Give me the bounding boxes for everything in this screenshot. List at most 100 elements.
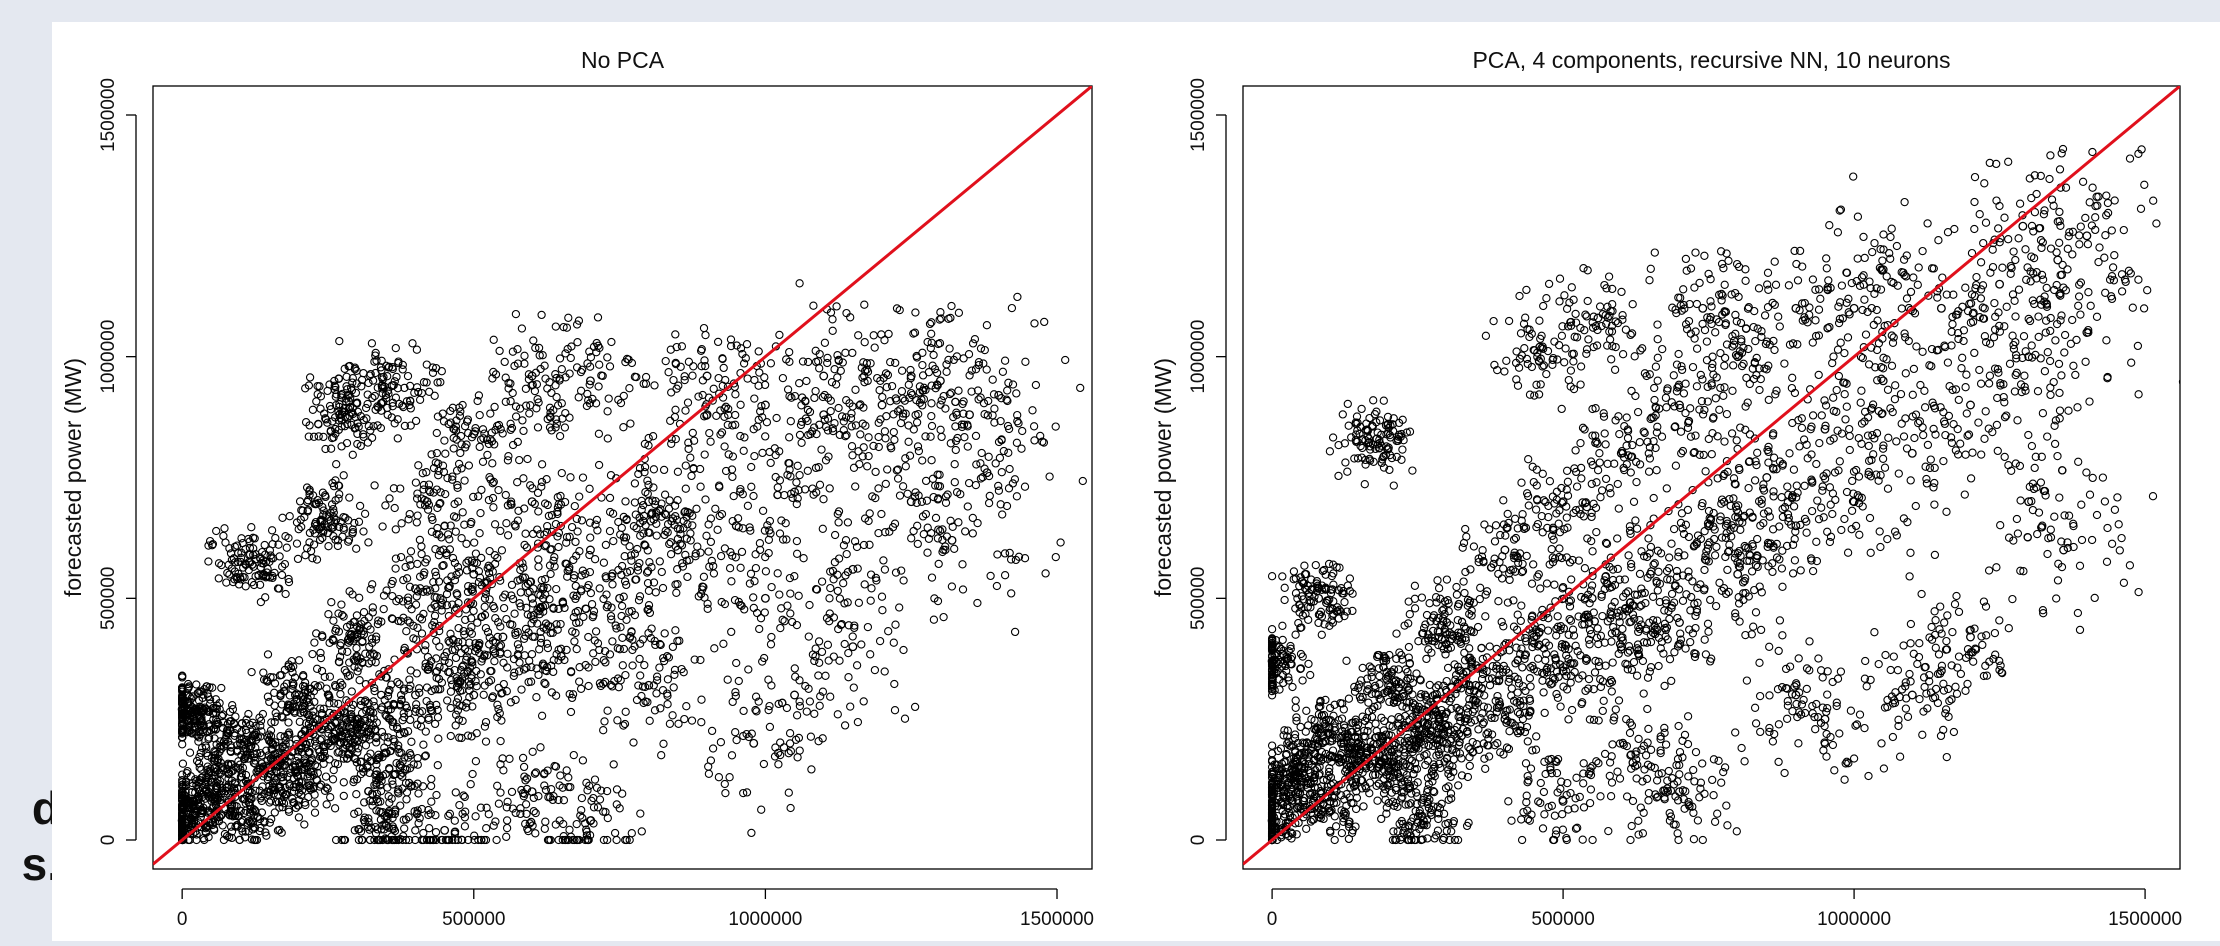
- chart-1-cloud-point: [562, 410, 569, 417]
- chart-1-cloud-point: [336, 338, 343, 345]
- chart-1-cloud-point: [591, 776, 598, 783]
- chart-1-cloud-point: [452, 528, 459, 535]
- chart-1-cloud-point: [829, 327, 836, 334]
- chart-1-cloud-point: [704, 605, 711, 612]
- chart-1-cloud-point: [497, 527, 504, 534]
- chart-1-cloud-point: [595, 383, 602, 390]
- chart-1-cloud-point: [751, 395, 758, 402]
- chart-1-data-point: [762, 595, 770, 603]
- chart-1-cloud-point: [615, 684, 622, 691]
- chart-1-cloud-point: [890, 639, 897, 646]
- chart-1-cloud-point: [974, 599, 981, 606]
- chart-1-cloud-point: [311, 809, 318, 816]
- chart-1-data-point: [441, 827, 449, 835]
- chart-1-reference-line: [153, 86, 1092, 864]
- chart-1-cloud-point: [470, 607, 477, 614]
- chart-1-cloud-point: [824, 641, 831, 648]
- chart-1-cloud-point: [815, 672, 822, 679]
- chart-1-cloud-point: [924, 524, 931, 531]
- chart-1-cloud-point: [890, 429, 897, 436]
- chart-1-cloud-point: [365, 539, 372, 546]
- chart-1-cloud-point: [934, 535, 941, 542]
- chart-1-point-cloud: [179, 280, 1087, 844]
- chart-1-cloud-point: [684, 573, 691, 580]
- chart-1-cloud-point: [854, 662, 861, 669]
- chart-1-cloud-point: [924, 549, 931, 556]
- chart-1-cloud-point: [638, 692, 645, 699]
- chart-1-cloud-point: [681, 716, 688, 723]
- chart-1-cloud-point: [269, 527, 276, 534]
- chart-1-cloud-point: [989, 376, 996, 383]
- chart-1-cloud-point: [881, 566, 888, 573]
- chart-1-cloud-point: [751, 453, 758, 460]
- chart-1-cloud-point: [623, 616, 630, 623]
- chart-1-cloud-point: [446, 810, 453, 817]
- chart-1-cloud-point: [1013, 390, 1020, 397]
- chart-1-cloud-point: [506, 755, 513, 762]
- chart-1-cloud-point: [587, 534, 594, 541]
- chart-1-cloud-point: [456, 802, 463, 809]
- chart-1-cloud-point: [930, 494, 937, 501]
- chart-1-cloud-point: [360, 528, 367, 535]
- chart-1-cloud-point: [432, 829, 439, 836]
- chart-1-cloud-point: [830, 614, 837, 621]
- chart-1-cloud-point: [1009, 381, 1016, 388]
- chart-1-cloud-point: [409, 340, 416, 347]
- chart-1-cloud-point: [923, 477, 930, 484]
- chart-1-cloud-point: [491, 605, 498, 612]
- chart-1-data-point: [470, 691, 478, 699]
- chart-1-cloud-point: [937, 426, 944, 433]
- chart-1-cloud-point: [606, 494, 613, 501]
- chart-1-cloud-point: [248, 524, 255, 531]
- chart-2-y-axis-label: forecasted power (MW): [1150, 358, 1176, 597]
- chart-1-cloud-point: [397, 802, 404, 809]
- chart-1-cloud-point: [928, 457, 935, 464]
- chart-1-cloud-point: [688, 472, 695, 479]
- chart-1-cloud-point: [666, 720, 673, 727]
- chart-1-cloud-point: [724, 676, 731, 683]
- chart-1-cloud-point: [528, 651, 535, 658]
- chart-1-cloud-point: [884, 466, 891, 473]
- chart-1-cloud-point: [620, 424, 627, 431]
- chart-1-cloud-point: [557, 772, 564, 779]
- chart-1-cloud-point: [848, 443, 855, 450]
- chart-1-cloud-point: [520, 427, 527, 434]
- chart-1-cloud-point: [738, 548, 745, 555]
- chart-1-cloud-point: [881, 668, 888, 675]
- chart-1-cloud-point: [353, 612, 360, 619]
- chart-1-cloud-point: [698, 696, 705, 703]
- chart-1-cloud-point: [852, 483, 859, 490]
- chart-1-cloud-point: [757, 546, 764, 553]
- chart-1-cloud-point: [964, 443, 971, 450]
- chart-1-cloud-point: [905, 438, 912, 445]
- chart-1-cloud-point: [445, 659, 452, 666]
- chart-1-cloud-point: [512, 311, 519, 318]
- chart-1-cloud-point: [864, 463, 871, 470]
- chart-1-cloud-point: [835, 519, 842, 526]
- chart-1-cloud-point: [343, 440, 350, 447]
- chart-1-cloud-point: [504, 825, 511, 832]
- chart-1-cloud-point: [579, 814, 586, 821]
- chart-1-cloud-point: [454, 707, 461, 714]
- chart-1-cloud-point: [450, 513, 457, 520]
- chart-1-cloud-point: [604, 435, 611, 442]
- chart-1-cloud-point: [867, 651, 874, 658]
- chart-1-cloud-point: [1019, 427, 1026, 434]
- chart-1-cloud-point: [614, 717, 621, 724]
- chart-1-cloud-point: [971, 336, 978, 343]
- chart-1-cloud-point: [709, 727, 716, 734]
- chart-1-cloud-point: [324, 387, 331, 394]
- chart-1-cloud-point: [737, 432, 744, 439]
- chart-1-cloud-point: [519, 417, 526, 424]
- chart-1-cloud-point: [822, 672, 829, 679]
- chart-1-cloud-point: [827, 408, 834, 415]
- chart-1-cloud-point: [637, 810, 644, 817]
- chart-1-cloud-point: [371, 482, 378, 489]
- chart-1-cloud-point: [479, 426, 486, 433]
- chart-1-cloud-point: [715, 375, 722, 382]
- chart-1-cloud-point: [896, 604, 903, 611]
- chart-1-cloud-point: [491, 658, 498, 665]
- chart-1-cloud-point: [972, 482, 979, 489]
- chart-1-cloud-point: [344, 648, 351, 655]
- chart-1-cloud-point: [682, 407, 689, 414]
